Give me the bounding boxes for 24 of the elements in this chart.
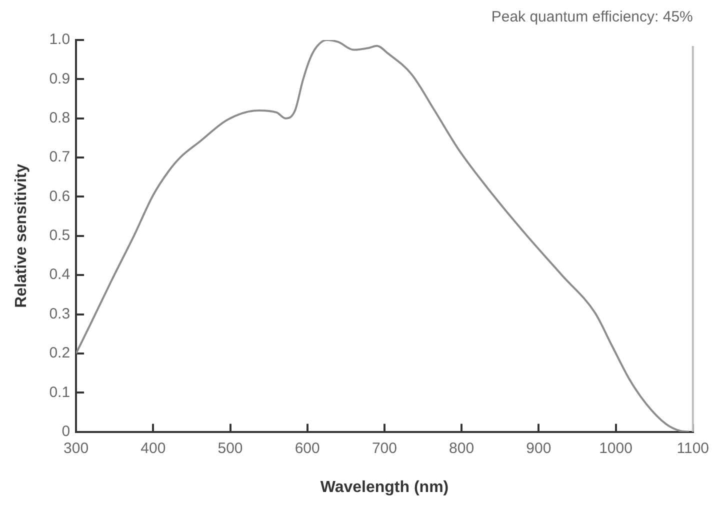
x-axis-title: Wavelength (nm) <box>320 478 449 496</box>
x-tick-label: 600 <box>294 440 320 457</box>
y-tick-label: 0.4 <box>49 266 70 284</box>
y-tick-label: 0.3 <box>49 305 70 322</box>
line-series <box>76 40 690 432</box>
y-tick-label: 0 <box>62 422 70 440</box>
x-tick-label: 700 <box>372 440 397 457</box>
x-tick-label: 900 <box>526 440 552 457</box>
y-tick-label: 1.0 <box>49 31 70 48</box>
y-tick-label: 0.6 <box>49 188 70 205</box>
y-tick-label: 0.5 <box>49 227 70 244</box>
y-tick-label: 0.7 <box>49 148 70 166</box>
y-tick-label: 0.9 <box>49 70 70 88</box>
x-tick-label: 300 <box>64 440 89 457</box>
text: Peak quantum efficiency: 45% <box>491 8 693 26</box>
y-tick-label: 0.8 <box>49 110 70 126</box>
y-tick-label: 0.1 <box>49 384 70 401</box>
x-tick-label: 1100 <box>676 440 710 457</box>
x-tick-label: 800 <box>449 440 474 457</box>
x-tick-label: 500 <box>218 440 243 457</box>
y-axis-title: Relative sensitivity <box>13 164 30 308</box>
x-tick-label: 1000 <box>599 440 632 457</box>
y-tick-label: 0.2 <box>49 344 70 362</box>
x-tick-label: 400 <box>140 440 166 457</box>
